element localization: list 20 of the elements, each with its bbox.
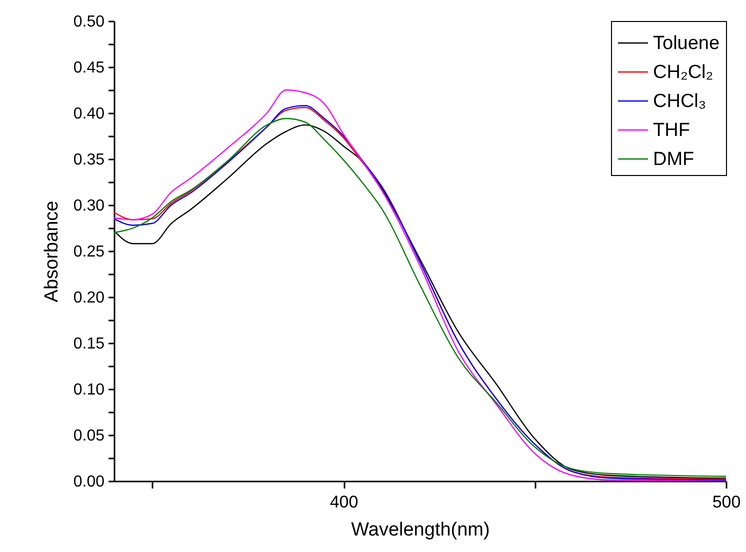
y-tick-label: 0.15 xyxy=(73,336,105,352)
legend-label: CHCl₃ xyxy=(653,91,706,112)
legend-label: CH₂Cl₂ xyxy=(653,62,714,83)
y-tick-label: 0.30 xyxy=(73,198,105,214)
y-tick-label: 0.40 xyxy=(73,106,105,122)
y-tick-label: 0.35 xyxy=(73,152,105,168)
legend-label: DMF xyxy=(653,149,694,170)
y-axis-title: Absorbance xyxy=(41,200,62,302)
y-tick-label: 0.20 xyxy=(73,290,105,306)
y-tick-label: 0.10 xyxy=(73,382,105,398)
x-tick-label: 500 xyxy=(712,492,741,512)
y-tick-label: 0.45 xyxy=(73,60,105,76)
x-axis-title: Wavelength(nm) xyxy=(351,520,490,540)
legend-label: Toluene xyxy=(653,33,720,54)
y-tick-label: 0.00 xyxy=(73,474,105,490)
y-tick-label: 0.50 xyxy=(73,14,105,30)
x-tick-label: 400 xyxy=(330,492,358,512)
legend-label: THF xyxy=(653,120,690,141)
y-tick-label: 0.05 xyxy=(73,428,105,444)
y-tick-label: 0.25 xyxy=(73,244,105,260)
